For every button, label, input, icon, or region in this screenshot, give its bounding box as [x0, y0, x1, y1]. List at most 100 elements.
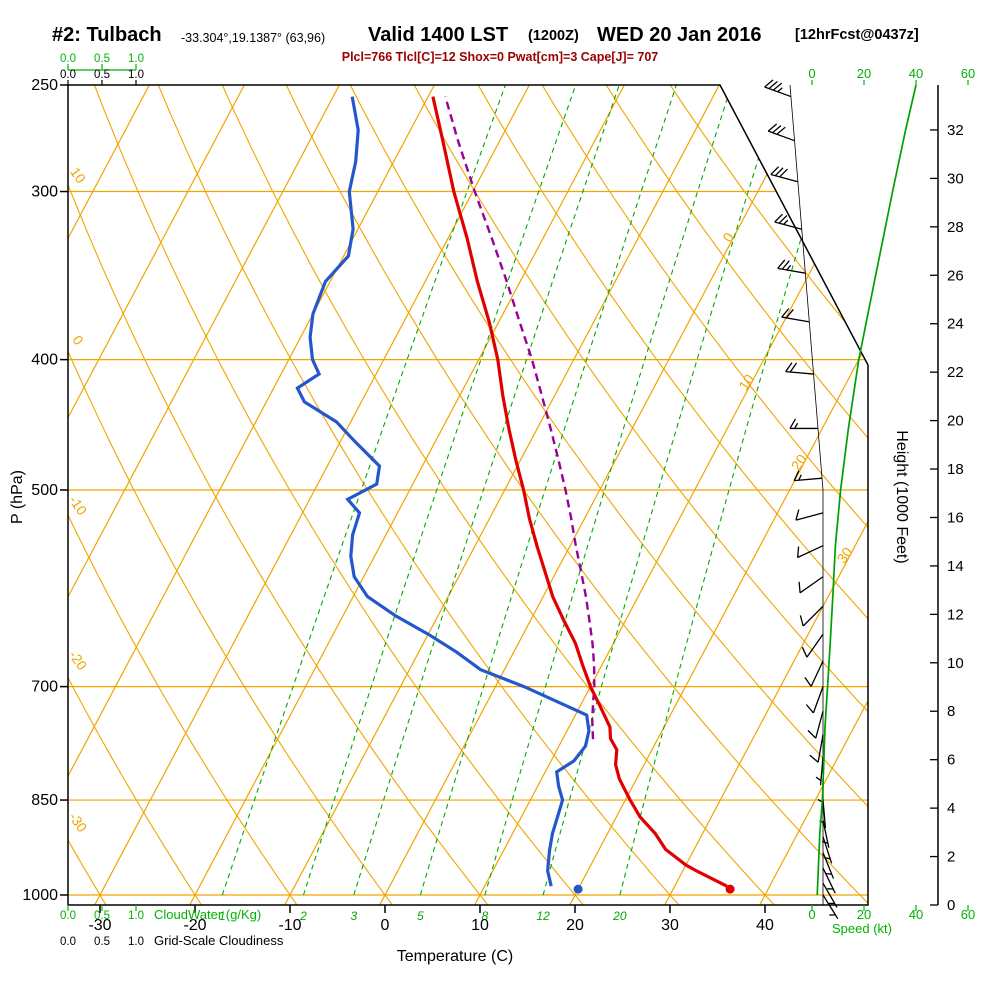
- mixing-ratio-line: [302, 85, 577, 896]
- mixing-ratio-line: [619, 85, 848, 896]
- cloudiness-tick-bottom: 0.0: [60, 936, 76, 948]
- cloudiness-tick-top: 1.0: [128, 69, 144, 81]
- height-tick-label: 8: [947, 703, 955, 720]
- cloudwater-tick-top: 0.5: [94, 53, 110, 65]
- isotherm-line: [68, 85, 164, 905]
- dry-adiabat-line: [68, 85, 508, 905]
- height-tick-label: 10: [947, 655, 964, 672]
- temperature-tick-label: -20: [183, 917, 206, 934]
- cloudiness-tick-top: 0.0: [60, 69, 76, 81]
- mixing-ratio-line: [484, 85, 733, 896]
- mixing-ratio-label: 8: [482, 909, 489, 923]
- pressure-tick-label: 250: [31, 77, 58, 94]
- wind-barb: [777, 259, 806, 274]
- sounding-profiles: [295, 96, 728, 888]
- wind-barb: [789, 418, 818, 430]
- speed-axis-title: Speed (kt): [832, 921, 892, 936]
- isotherm-label: 0: [719, 229, 737, 245]
- surface-temperature-dot: [725, 884, 735, 894]
- isotherm-line: [569, 85, 868, 905]
- isotherm-line: [94, 85, 544, 905]
- cloudwater-tick-bottom: 0.0: [60, 910, 76, 922]
- height-tick-label: 26: [947, 267, 964, 284]
- dry-adiabat-line: [400, 85, 868, 905]
- temperature-tick-label: 30: [661, 917, 679, 934]
- mixing-ratio-label: 5: [417, 909, 424, 923]
- dry-adiabat-line: [68, 85, 218, 905]
- height-tick-label: 20: [947, 413, 964, 430]
- temperature-axis-title: Temperature (C): [397, 948, 513, 965]
- dry-adiabat-line: [527, 85, 868, 905]
- mixing-ratio-label: 2: [299, 909, 307, 923]
- dry-adiabat-label: 0: [69, 332, 87, 348]
- wind-barb: [799, 605, 824, 627]
- isotherm-line: [68, 85, 259, 905]
- cloudwater-axis-title: CloudWater (g/Kg): [154, 907, 261, 922]
- plot-border: [67, 84, 869, 906]
- cloudwater-tick-bottom: 1.0: [128, 910, 144, 922]
- cloudiness-axis-title: Grid-Scale Cloudiness: [154, 933, 284, 948]
- pressure-tick-label: 500: [31, 482, 58, 499]
- cloudwater-tick-top: 0.0: [60, 53, 76, 65]
- speed-tick-label-top: 60: [961, 66, 975, 81]
- wind-barb: [796, 545, 824, 559]
- wind-barb: [815, 757, 824, 786]
- dry-adiabat-line: [68, 85, 315, 905]
- dry-adiabat-label: 10: [67, 164, 89, 186]
- wind-barb: [795, 509, 824, 521]
- pressure-tick-label: 400: [31, 352, 58, 369]
- speed-tick-label-top: 20: [857, 66, 871, 81]
- height-tick-label: 0: [947, 897, 955, 914]
- height-tick-label: 14: [947, 558, 964, 575]
- wind-barb: [767, 123, 795, 142]
- mixing-ratio-lines: [221, 85, 848, 896]
- wind-barb: [807, 710, 824, 739]
- mixing-ratio-line: [542, 85, 782, 896]
- height-tick-label: 28: [947, 219, 964, 236]
- temperature-tick-label: 10: [471, 917, 489, 934]
- temperature-tick-label: 0: [381, 917, 390, 934]
- speed-tick-label-top: 0: [808, 66, 815, 81]
- wind-barb: [822, 867, 836, 894]
- height-tick-label: 12: [947, 606, 964, 623]
- dry-adiabat-line: [337, 85, 868, 905]
- mixing-ratio-label: 12: [536, 909, 550, 923]
- temperature-curve: [431, 96, 728, 888]
- wind-barb: [781, 308, 810, 323]
- mixing-ratio-line: [419, 85, 677, 896]
- temperature-tick-label: -10: [278, 917, 301, 934]
- dry-adiabat-line: [274, 85, 868, 905]
- dry-adiabat-label: -10: [66, 492, 91, 518]
- height-tick-label: 6: [947, 752, 955, 769]
- temperature-tick-label: -30: [88, 917, 111, 934]
- height-tick-label: 16: [947, 509, 964, 526]
- wind-barb: [798, 576, 824, 594]
- surface-dewpoint-dot: [573, 884, 583, 894]
- dry-adiabat-line: [590, 85, 868, 905]
- isotherm-line: [759, 85, 868, 905]
- cloudwater-tick-bottom: 0.5: [94, 910, 110, 922]
- forecast-tag: [12hrFcst@0437z]: [795, 27, 919, 43]
- dewpoint-curve: [295, 96, 591, 887]
- station-title: #2: Tulbach: [52, 24, 162, 46]
- speed-tick-label-bottom: 0: [808, 907, 815, 922]
- wind-staff-line: [789, 84, 824, 905]
- dry-adiabat-label: -30: [66, 809, 91, 835]
- mixing-ratio-line: [353, 85, 620, 896]
- wind-barb: [822, 852, 835, 879]
- dry-adiabat-line: [211, 85, 798, 905]
- mixing-ratio-label: 1: [219, 909, 226, 923]
- isotherm-label: 30: [833, 544, 855, 566]
- valid-zulu: (1200Z): [528, 28, 579, 44]
- wind-barb: [801, 633, 824, 658]
- cloudiness-tick-bottom: 1.0: [128, 936, 144, 948]
- wind-barb: [793, 470, 823, 482]
- mixing-ratio-line: [221, 85, 506, 896]
- pressure-tick-label: 850: [31, 792, 58, 809]
- pressure-axis: 250 300 400 500 700 850 1000 P (hPa): [9, 77, 68, 904]
- skewt-grid: [68, 85, 868, 905]
